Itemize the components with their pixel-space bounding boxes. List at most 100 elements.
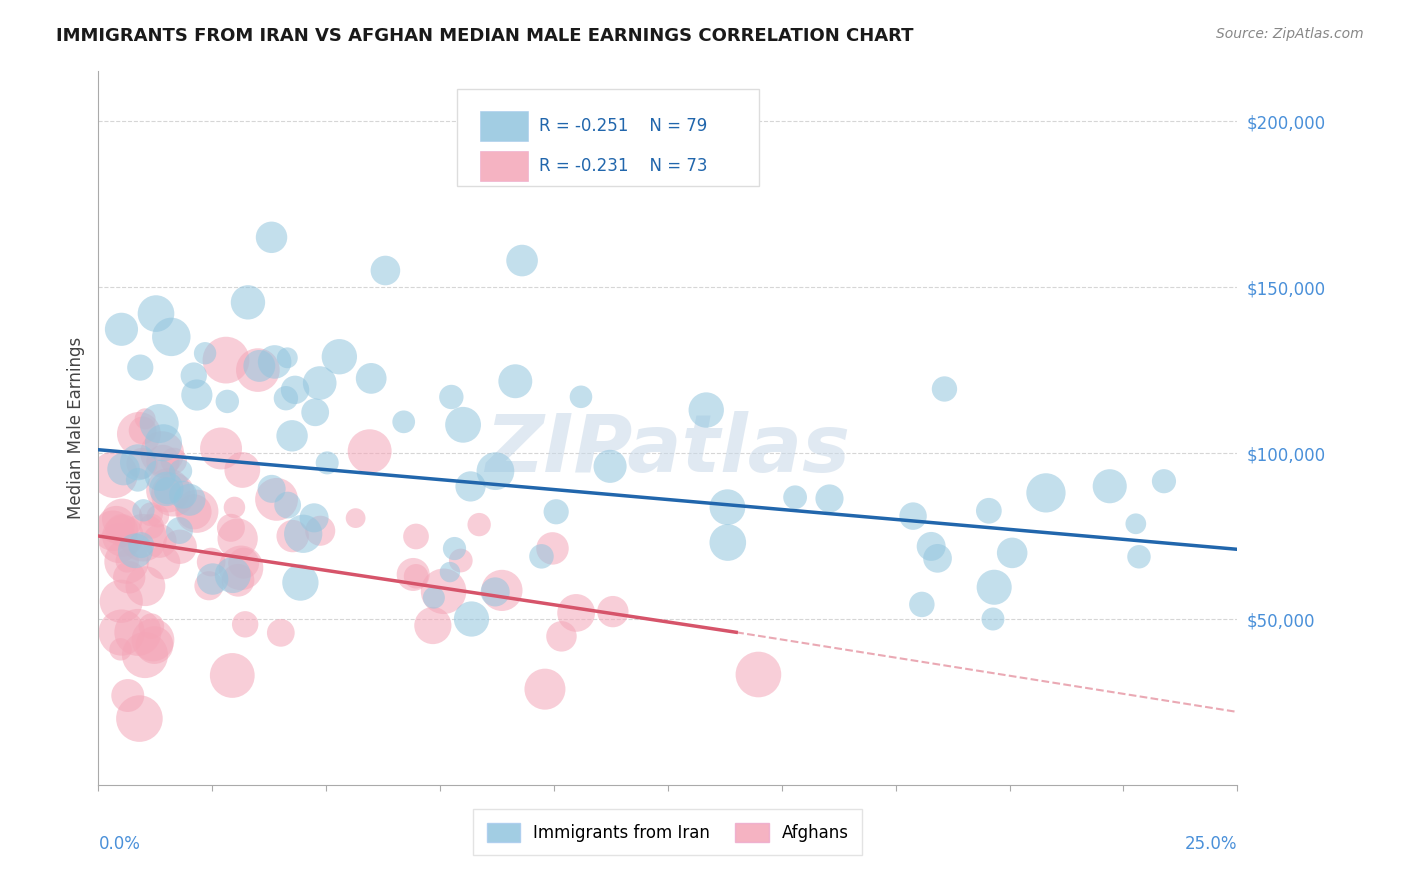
- Point: [484, 585, 506, 599]
- Point: [132, 503, 155, 517]
- Point: [127, 625, 149, 640]
- Point: [152, 435, 174, 450]
- Point: [169, 524, 191, 538]
- Point: [1035, 486, 1057, 500]
- Point: [209, 442, 232, 456]
- Point: [491, 583, 513, 598]
- Point: [292, 526, 315, 541]
- Text: IMMIGRANTS FROM IRAN VS AFGHAN MEDIAN MALE EARNINGS CORRELATION CHART: IMMIGRANTS FROM IRAN VS AFGHAN MEDIAN MA…: [56, 27, 914, 45]
- Point: [405, 529, 427, 543]
- Text: R = -0.231    N = 73: R = -0.231 N = 73: [538, 157, 707, 175]
- Point: [550, 629, 572, 643]
- Point: [115, 554, 138, 568]
- Point: [169, 540, 191, 554]
- Point: [450, 553, 472, 567]
- Point: [141, 519, 163, 533]
- Point: [541, 541, 564, 556]
- Point: [222, 568, 245, 582]
- Point: [405, 569, 427, 583]
- Point: [443, 541, 465, 556]
- Point: [226, 532, 249, 546]
- Point: [983, 580, 1005, 594]
- Point: [217, 394, 239, 409]
- Point: [198, 579, 221, 593]
- Point: [440, 390, 463, 404]
- Point: [266, 492, 288, 507]
- Point: [145, 307, 167, 321]
- Point: [316, 456, 339, 470]
- Point: [221, 668, 243, 682]
- Point: [927, 551, 949, 566]
- Point: [246, 363, 269, 377]
- Point: [277, 498, 299, 512]
- Point: [163, 454, 186, 468]
- Point: [183, 505, 205, 519]
- Point: [911, 598, 934, 612]
- Point: [460, 612, 482, 626]
- Point: [276, 351, 298, 365]
- Point: [129, 360, 152, 375]
- Point: [236, 295, 259, 310]
- Point: [1098, 479, 1121, 493]
- Y-axis label: Median Male Earnings: Median Male Earnings: [66, 337, 84, 519]
- Point: [505, 374, 527, 388]
- Point: [183, 368, 205, 383]
- Point: [149, 468, 172, 483]
- Point: [423, 591, 446, 605]
- Point: [981, 612, 1004, 626]
- Point: [105, 517, 128, 532]
- Point: [131, 457, 153, 471]
- Point: [602, 605, 624, 619]
- Point: [510, 253, 533, 268]
- Point: [157, 483, 180, 498]
- Point: [484, 464, 506, 478]
- Point: [530, 549, 553, 564]
- Point: [200, 555, 222, 569]
- Legend: Immigrants from Iran, Afghans: Immigrants from Iran, Afghans: [474, 809, 862, 855]
- Point: [179, 492, 201, 507]
- Point: [302, 511, 325, 525]
- Point: [110, 642, 132, 657]
- Point: [232, 556, 254, 570]
- Point: [110, 322, 132, 336]
- Point: [260, 230, 283, 244]
- Point: [150, 446, 173, 460]
- Point: [101, 524, 124, 538]
- FancyBboxPatch shape: [457, 89, 759, 186]
- Text: R = -0.251    N = 79: R = -0.251 N = 79: [538, 117, 707, 135]
- Point: [818, 491, 841, 506]
- Point: [118, 570, 141, 584]
- Point: [247, 359, 270, 373]
- Point: [432, 584, 454, 599]
- Point: [172, 488, 194, 502]
- Point: [1001, 546, 1024, 560]
- Point: [359, 444, 381, 458]
- Point: [143, 638, 166, 652]
- Point: [226, 574, 249, 588]
- Point: [111, 523, 134, 537]
- Point: [127, 455, 149, 469]
- Point: [148, 417, 170, 431]
- Point: [468, 517, 491, 532]
- Point: [115, 555, 138, 569]
- Point: [142, 632, 165, 647]
- Point: [360, 371, 382, 385]
- Point: [717, 535, 740, 549]
- Point: [134, 579, 156, 593]
- Point: [439, 565, 461, 579]
- Point: [131, 424, 153, 438]
- Point: [284, 383, 307, 397]
- Point: [328, 350, 350, 364]
- Point: [716, 500, 738, 515]
- Point: [1153, 474, 1175, 488]
- Point: [451, 417, 474, 432]
- Point: [231, 463, 253, 477]
- Point: [290, 575, 312, 590]
- Point: [1128, 549, 1150, 564]
- Point: [229, 561, 252, 575]
- Point: [422, 618, 444, 632]
- Point: [233, 617, 256, 632]
- Point: [219, 521, 242, 535]
- Point: [117, 689, 139, 703]
- Point: [281, 529, 304, 543]
